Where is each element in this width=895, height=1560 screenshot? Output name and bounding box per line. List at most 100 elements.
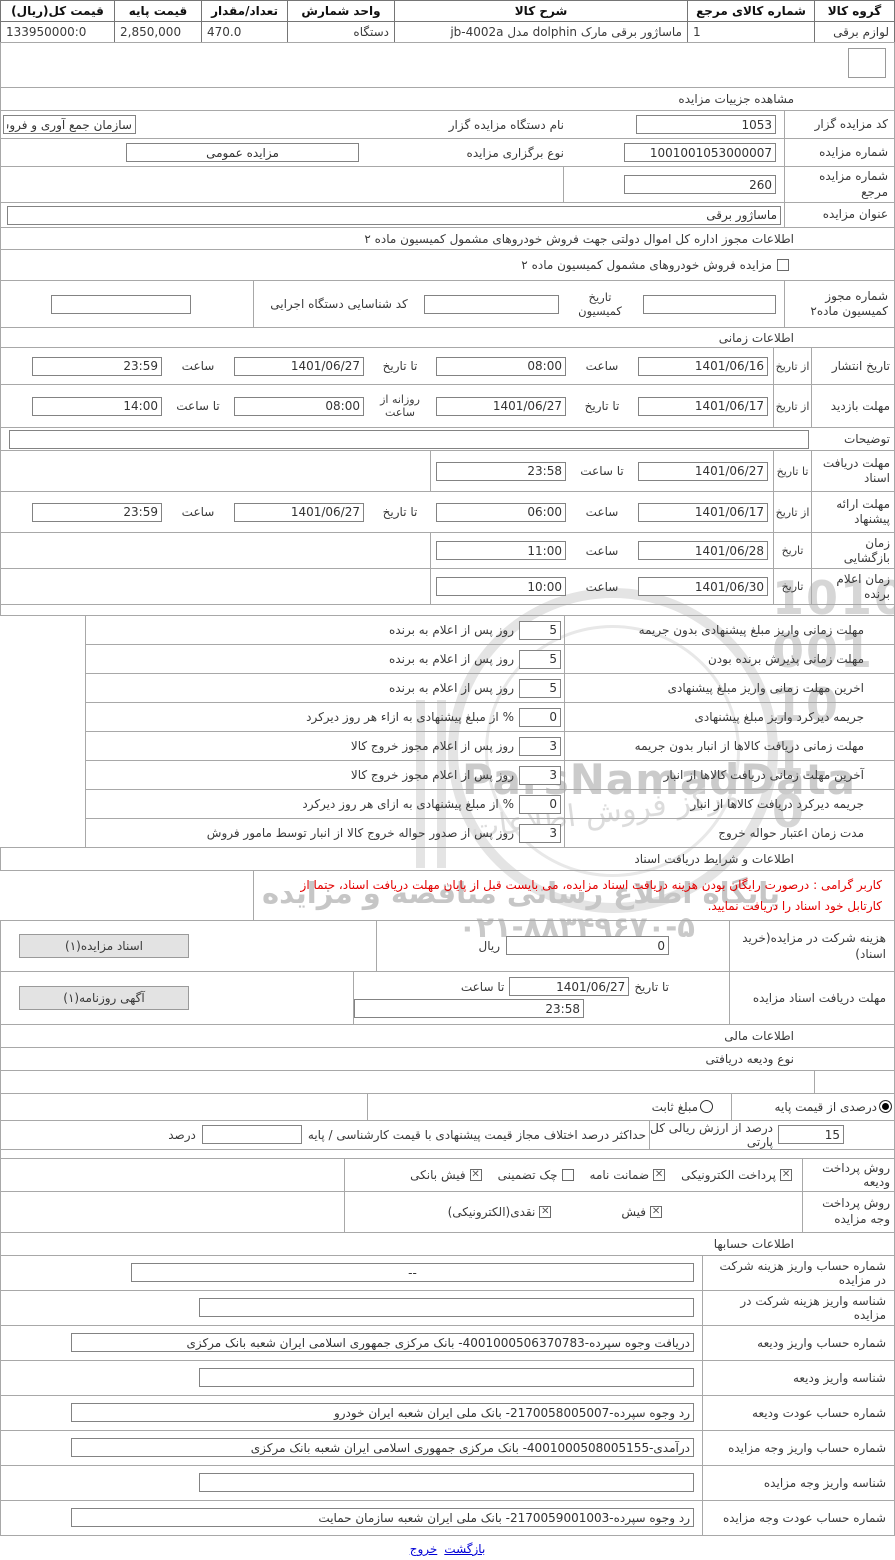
row-penalty-7: مدت زمان اعتبار حواله خروج روز پس از صدو…	[85, 818, 895, 849]
visit-to-time-input[interactable]	[32, 396, 162, 416]
penalty-5-suffix: روز پس از اعلام مجوز خروج کالا	[350, 768, 514, 783]
electronic-payment-label: پرداخت الکترونیکی	[681, 1167, 776, 1182]
penalty-5-input[interactable]	[519, 765, 561, 785]
account-auction-payment-return-label: شماره حساب عودت وجه مزایده	[702, 1500, 894, 1535]
docs-deadline-date-input[interactable]	[509, 977, 630, 997]
percent-of-base-radio[interactable]	[879, 1100, 892, 1114]
row-penalty-6: جریمه دیرکرد دریافت کالاها از انبار % از…	[85, 789, 895, 820]
row-offer-deadline: مهلت ارائه پیشنهاد از تاریخ ساعت تا تاری…	[0, 491, 895, 534]
exit-link[interactable]: خروج	[409, 1541, 438, 1556]
visit-to-date-input[interactable]	[436, 396, 566, 416]
account-deposit-input[interactable]	[71, 1333, 694, 1353]
commission-article2-checkbox[interactable]	[777, 259, 789, 272]
account-deposit-id-input[interactable]	[199, 1368, 694, 1388]
ref-auction-number-input[interactable]	[624, 175, 776, 195]
auction-number-input[interactable]	[624, 143, 776, 162]
visit-from-time-input[interactable]	[234, 396, 364, 416]
offer-deadline-label: مهلت ارائه پیشنهاد	[811, 492, 894, 533]
auction-number-label: شماره مزایده	[784, 139, 894, 166]
section-docs-info-title: اطلاعات و شرایط دریافت اسناد	[634, 852, 794, 867]
doc-receive-to-time-input[interactable]	[436, 461, 566, 481]
row-account-fee-deposit-id: شناسه واریز هزینه شرکت در مزایده	[0, 1289, 895, 1326]
publish-from-hour-label: ساعت	[585, 359, 619, 374]
account-fee-deposit-id-input[interactable]	[199, 1298, 694, 1318]
publish-to-hour-label: ساعت	[181, 359, 215, 374]
publish-to-time-input[interactable]	[32, 356, 162, 376]
doc-receive-to-date-input[interactable]	[638, 461, 768, 481]
publish-to-date-label: تا تاریخ	[382, 359, 418, 374]
row-publish-date: تاریخ انتشار از تاریخ ساعت تا تاریخ ساعت	[0, 347, 895, 386]
auction-documents-button[interactable]: اسناد مزایده(۱)	[19, 933, 189, 958]
publish-from-date-input[interactable]	[638, 356, 768, 376]
penalty-6-input[interactable]	[519, 794, 561, 814]
penalty-1-label: مهلت زمانی پذیرش برنده بودن	[564, 645, 894, 674]
certified-check-checkbox[interactable]	[561, 1168, 574, 1181]
newspaper-ad-button[interactable]: آگهی روزنامه(۱)	[19, 985, 189, 1010]
back-link[interactable]: بازگشت	[444, 1541, 486, 1556]
winner-time-input[interactable]	[436, 577, 566, 597]
row-account-deposit-id: شناسه واریز ودیعه	[0, 1359, 895, 1396]
max-diff-input[interactable]	[201, 1125, 302, 1145]
agency-code-input[interactable]	[51, 294, 191, 314]
offer-to-time-input[interactable]	[32, 502, 162, 522]
account-deposit-return-input[interactable]	[71, 1403, 694, 1423]
account-fee-deposit-label: شماره حساب واریز هزینه شرکت در مزایده	[702, 1255, 894, 1290]
docs-deadline-time-input[interactable]	[354, 999, 584, 1019]
penalty-1-input[interactable]	[519, 649, 561, 669]
auction-title-input[interactable]	[7, 205, 781, 225]
participation-fee-input[interactable]	[506, 936, 669, 956]
opening-date-input[interactable]	[638, 541, 768, 561]
account-auction-payment-return-input[interactable]	[71, 1508, 694, 1528]
penalty-2-suffix: روز پس از اعلام به برنده	[389, 681, 514, 696]
penalty-0-suffix: روز پس از اعلام به برنده	[389, 623, 514, 638]
winner-date-input[interactable]	[638, 577, 768, 597]
certified-check-label: چک تضمینی	[497, 1167, 558, 1182]
opening-time-input[interactable]	[436, 541, 566, 561]
bidder-code-input[interactable]	[636, 115, 776, 134]
row-auction-title: عنوان مزایده	[0, 202, 895, 229]
permit-number-input[interactable]	[643, 294, 776, 314]
section-view-details: مشاهده جزییات مزایده	[0, 87, 895, 111]
visit-from-date-input[interactable]	[638, 396, 768, 416]
cell-description: ماساژور برقی مارک dolphin مدل jb-4002a	[394, 22, 687, 42]
cash-electronic-checkbox[interactable]	[539, 1205, 552, 1218]
bidder-name-input[interactable]	[3, 115, 136, 134]
offer-to-date-input[interactable]	[234, 502, 364, 522]
section-deposit-type: نوع ودیعه دریافتی	[0, 1046, 895, 1071]
cell-group: لوازم برقی	[814, 22, 894, 42]
notes-input[interactable]	[9, 429, 809, 449]
col-header-quantity: تعداد/مقدار	[201, 1, 287, 21]
row-account-auction-payment: شماره حساب واریز وجه مزایده	[0, 1429, 895, 1466]
deposit-percent-input[interactable]	[778, 1125, 844, 1145]
fixed-amount-radio[interactable]	[700, 1100, 713, 1114]
offer-from-date-input[interactable]	[638, 502, 768, 522]
section-time-info-title: اطلاعات زمانی	[718, 330, 794, 345]
section-accounts-info-title: اطلاعات حسابها	[713, 1236, 794, 1251]
winner-date-label: تاریخ	[773, 569, 811, 605]
col-header-ref-number: شماره کالای مرجع	[687, 1, 814, 21]
account-auction-payment-id-input[interactable]	[199, 1473, 694, 1493]
col-header-description: شرح کالا	[394, 1, 687, 21]
publish-from-time-input[interactable]	[436, 356, 566, 376]
account-deposit-id-label: شناسه واریز ودیعه	[702, 1360, 894, 1395]
commission-date-input[interactable]	[424, 294, 559, 314]
empty-checkbox-box[interactable]	[848, 48, 886, 78]
account-auction-payment-input[interactable]	[71, 1438, 694, 1458]
penalty-3-input[interactable]	[519, 707, 561, 727]
publish-to-date-input[interactable]	[234, 356, 364, 376]
visit-to-hour-label: تا ساعت	[176, 399, 220, 414]
commission-date-label: تاریخ کمیسیون	[578, 289, 622, 319]
penalty-0-input[interactable]	[519, 620, 561, 640]
empty-notes-block	[0, 42, 895, 88]
penalty-4-input[interactable]	[519, 736, 561, 756]
receipt-checkbox[interactable]	[650, 1205, 662, 1218]
bank-receipt-checkbox[interactable]	[469, 1168, 482, 1181]
penalty-7-input[interactable]	[519, 823, 561, 843]
guarantee-letter-checkbox[interactable]	[653, 1168, 666, 1181]
penalty-2-input[interactable]	[519, 678, 561, 698]
offer-from-time-input[interactable]	[436, 502, 566, 522]
auction-type-input[interactable]	[126, 143, 359, 162]
percent-of-base-radio-label: درصدی از قیمت پایه	[774, 1099, 877, 1114]
account-fee-deposit-input[interactable]	[131, 1263, 694, 1283]
electronic-payment-checkbox[interactable]	[780, 1168, 792, 1181]
